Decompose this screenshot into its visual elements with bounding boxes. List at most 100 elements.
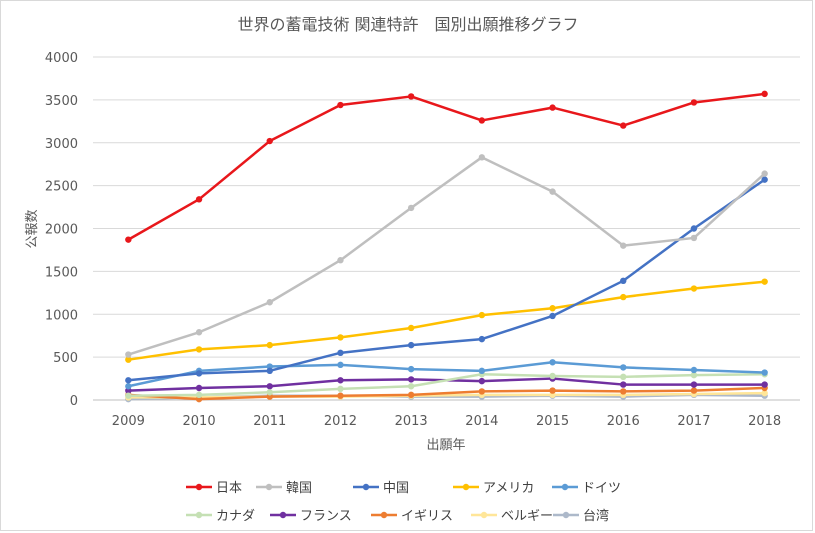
data-point xyxy=(125,356,132,363)
series-line xyxy=(127,178,766,382)
series-lines xyxy=(125,90,768,403)
data-point xyxy=(690,225,698,232)
data-point xyxy=(266,299,273,306)
data-point xyxy=(690,99,698,106)
data-point xyxy=(266,383,273,390)
data-point xyxy=(478,377,486,385)
legend-marker xyxy=(561,483,569,491)
series-line xyxy=(127,386,766,401)
legend-label: イギリス xyxy=(401,509,453,524)
x-tick-label: 2014 xyxy=(465,414,498,429)
x-tick-label: 2011 xyxy=(253,414,286,429)
legend-label: 韓国 xyxy=(286,481,312,496)
legend-label: 中国 xyxy=(383,481,409,496)
legend-label: 日本 xyxy=(216,481,242,496)
series-line xyxy=(127,361,766,388)
data-point xyxy=(337,385,344,393)
data-point xyxy=(125,377,132,384)
legend-marker xyxy=(362,483,370,491)
x-tick-label: 2015 xyxy=(536,414,569,429)
data-point xyxy=(620,122,627,129)
legend-marker xyxy=(380,511,388,519)
data-point xyxy=(195,370,203,377)
gridlines xyxy=(93,56,800,401)
legend-label: 台湾 xyxy=(583,508,609,524)
x-axis-label: 出願年 xyxy=(426,438,465,453)
data-point xyxy=(195,391,203,399)
data-point xyxy=(690,366,698,374)
legend-marker xyxy=(462,483,470,491)
data-point xyxy=(761,176,768,183)
data-point xyxy=(620,373,627,381)
data-point xyxy=(761,381,768,388)
data-point xyxy=(337,349,344,357)
data-point xyxy=(690,234,698,242)
data-point xyxy=(337,361,344,369)
data-point xyxy=(549,372,556,380)
data-point xyxy=(549,312,556,320)
legend-marker xyxy=(265,483,273,491)
data-point xyxy=(549,359,556,366)
data-point xyxy=(337,257,344,264)
data-point xyxy=(266,389,273,396)
y-tick-label: 2500 xyxy=(45,180,78,195)
data-point xyxy=(549,305,556,312)
x-tick-label: 2010 xyxy=(183,414,216,429)
data-point xyxy=(195,384,203,392)
y-tick-label: 1000 xyxy=(45,308,78,323)
legend-label: フランス xyxy=(300,509,352,524)
series-line xyxy=(127,280,766,361)
data-point xyxy=(407,204,415,212)
y-tick-label: 500 xyxy=(53,351,78,366)
data-point xyxy=(620,388,627,395)
data-point xyxy=(620,381,627,388)
data-point xyxy=(761,90,768,98)
data-point xyxy=(195,329,203,336)
legend-label: ベルギー xyxy=(501,509,553,524)
data-point xyxy=(761,369,768,376)
series-line xyxy=(127,373,766,397)
x-tick-label: 2018 xyxy=(748,414,781,429)
data-point xyxy=(407,383,415,390)
y-tick-label: 2000 xyxy=(45,223,78,238)
legend-label: ドイツ xyxy=(582,481,621,496)
data-point xyxy=(549,104,556,111)
data-point xyxy=(761,170,768,177)
data-point xyxy=(125,392,132,399)
legend-label: カナダ xyxy=(216,509,255,524)
data-point xyxy=(478,388,486,395)
x-tick-label: 2013 xyxy=(395,414,428,429)
data-point xyxy=(478,311,486,319)
y-tick-label: 4000 xyxy=(45,51,78,66)
data-point xyxy=(195,346,203,353)
data-point xyxy=(337,334,344,341)
data-point xyxy=(478,154,486,161)
data-point xyxy=(690,381,698,388)
data-point xyxy=(549,387,556,394)
data-point xyxy=(407,376,415,383)
data-point xyxy=(690,371,698,379)
series-line xyxy=(127,156,766,356)
data-point xyxy=(478,367,486,375)
data-point xyxy=(620,293,627,301)
x-tick-label: 2016 xyxy=(607,414,640,429)
data-point xyxy=(620,364,627,371)
data-point xyxy=(266,341,273,349)
data-point xyxy=(620,242,627,249)
legend-marker xyxy=(195,511,203,519)
y-tick-label: 0 xyxy=(70,394,78,409)
data-point xyxy=(761,389,768,397)
y-tick-label: 1500 xyxy=(45,265,78,280)
legend-marker xyxy=(480,511,488,519)
legend-marker xyxy=(195,483,203,491)
data-point xyxy=(478,335,486,343)
y-axis-label: 公報数 xyxy=(25,209,40,248)
data-point xyxy=(337,392,344,399)
data-point xyxy=(407,365,415,373)
series-line xyxy=(127,92,766,241)
data-point xyxy=(407,341,415,349)
data-point xyxy=(195,196,203,203)
